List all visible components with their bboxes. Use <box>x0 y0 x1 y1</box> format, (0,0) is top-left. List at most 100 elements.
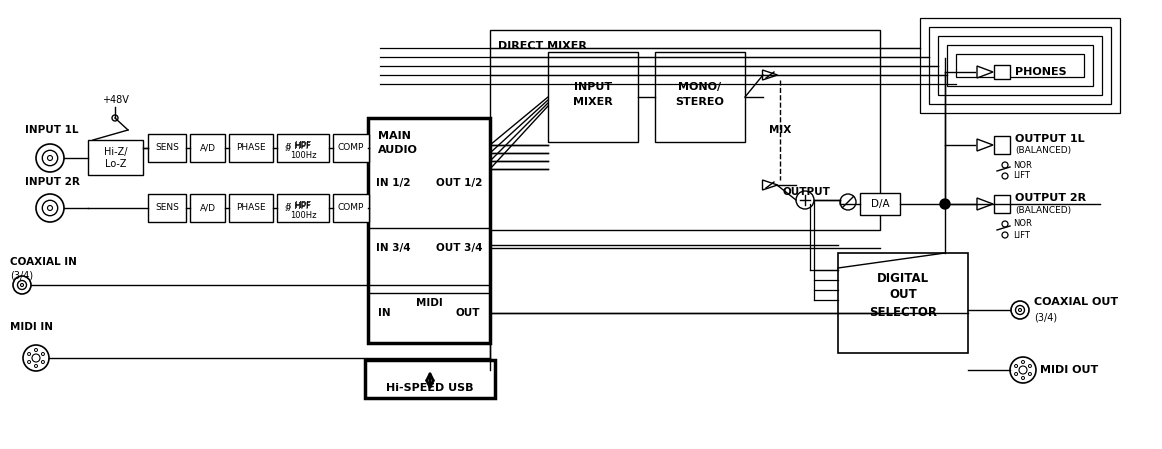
Text: SENS: SENS <box>155 144 179 153</box>
Circle shape <box>1002 232 1007 238</box>
Text: INPUT 1L: INPUT 1L <box>26 125 79 135</box>
Text: MIX: MIX <box>769 125 791 135</box>
Text: +48V: +48V <box>101 95 129 105</box>
Text: 100Hz: 100Hz <box>289 211 316 220</box>
Text: COMP: COMP <box>338 144 364 153</box>
Circle shape <box>1002 162 1007 168</box>
Text: DIGITAL: DIGITAL <box>877 272 930 285</box>
Text: A/D: A/D <box>200 144 215 153</box>
Text: OUT: OUT <box>456 308 480 318</box>
Bar <box>333 134 370 162</box>
Bar <box>994 65 1010 79</box>
Bar <box>333 194 370 222</box>
Text: 100Hz: 100Hz <box>289 151 316 160</box>
Circle shape <box>48 206 52 211</box>
Circle shape <box>28 352 30 356</box>
Bar <box>947 45 1093 86</box>
Circle shape <box>1019 366 1027 374</box>
Circle shape <box>42 200 58 216</box>
Circle shape <box>840 194 856 210</box>
Circle shape <box>796 191 815 209</box>
Text: SENS: SENS <box>155 203 179 212</box>
Text: Hi-SPEED USB: Hi-SPEED USB <box>386 383 474 393</box>
Circle shape <box>1011 301 1030 319</box>
Text: Lo-Z: Lo-Z <box>105 159 127 169</box>
Text: OUTPUT 1L: OUTPUT 1L <box>1014 134 1084 144</box>
Text: (BALANCED): (BALANCED) <box>1014 206 1071 215</box>
Circle shape <box>1002 173 1007 179</box>
Circle shape <box>36 194 64 222</box>
Text: NOR: NOR <box>1013 220 1032 229</box>
Circle shape <box>23 345 49 371</box>
Text: (3/4): (3/4) <box>1034 312 1057 322</box>
Text: (BALANCED): (BALANCED) <box>1014 146 1071 155</box>
Circle shape <box>1002 221 1007 227</box>
Bar <box>277 194 329 222</box>
Circle shape <box>1016 305 1025 314</box>
Text: MIDI OUT: MIDI OUT <box>1040 365 1098 375</box>
Circle shape <box>1010 357 1037 383</box>
Text: NOR: NOR <box>1013 160 1032 170</box>
Circle shape <box>1021 361 1025 364</box>
Text: COAXIAL IN: COAXIAL IN <box>10 257 77 267</box>
Text: COMP: COMP <box>338 203 364 212</box>
Circle shape <box>35 365 37 367</box>
Text: PHASE: PHASE <box>236 203 266 212</box>
Circle shape <box>42 361 44 364</box>
Bar <box>956 54 1084 77</box>
Text: DIRECT MIXER: DIRECT MIXER <box>498 41 587 51</box>
Bar <box>548 52 638 142</box>
Text: LIFT: LIFT <box>1013 172 1030 180</box>
Circle shape <box>1028 373 1032 375</box>
Bar <box>365 360 495 398</box>
Text: INPUT: INPUT <box>574 82 612 92</box>
Text: Hi-Z/: Hi-Z/ <box>103 147 128 157</box>
Text: OUTPUT 2R: OUTPUT 2R <box>1014 193 1086 203</box>
Circle shape <box>1028 365 1032 367</box>
Circle shape <box>1019 308 1021 312</box>
Bar <box>368 118 490 343</box>
Circle shape <box>1014 373 1018 375</box>
Bar <box>191 194 225 222</box>
Text: STEREO: STEREO <box>675 97 724 107</box>
Text: MAIN: MAIN <box>378 131 411 141</box>
Text: MIXER: MIXER <box>573 97 612 107</box>
Bar <box>655 52 745 142</box>
Text: OUT: OUT <box>889 289 917 301</box>
Text: OUT 3/4: OUT 3/4 <box>436 243 482 253</box>
Circle shape <box>42 352 44 356</box>
Circle shape <box>33 354 40 362</box>
Bar <box>229 134 273 162</box>
Text: HPF: HPF <box>294 202 311 211</box>
Bar <box>838 253 968 353</box>
Bar <box>928 27 1111 104</box>
Text: AUDIO: AUDIO <box>378 145 418 155</box>
Text: IN 3/4: IN 3/4 <box>376 243 410 253</box>
Text: OUT 1/2: OUT 1/2 <box>436 178 482 188</box>
Text: SELECTOR: SELECTOR <box>869 307 937 320</box>
Text: A/D: A/D <box>200 203 215 212</box>
Text: HPF: HPF <box>294 141 311 150</box>
Bar <box>920 18 1120 113</box>
Bar <box>277 134 329 162</box>
Bar <box>148 134 186 162</box>
Text: OUTPUT: OUTPUT <box>782 187 830 197</box>
Bar <box>994 136 1010 154</box>
Circle shape <box>28 361 30 364</box>
Text: IN: IN <box>378 308 390 318</box>
Text: INPUT 2R: INPUT 2R <box>26 177 80 187</box>
Text: ∯ HPF: ∯ HPF <box>285 141 310 150</box>
Circle shape <box>112 115 119 121</box>
Bar <box>860 193 901 215</box>
Circle shape <box>13 276 31 294</box>
Circle shape <box>42 150 58 166</box>
Text: MIDI IN: MIDI IN <box>10 322 53 332</box>
Circle shape <box>1014 365 1018 367</box>
Text: (3/4): (3/4) <box>10 270 34 280</box>
Text: IN 1/2: IN 1/2 <box>376 178 410 188</box>
Bar <box>938 36 1102 95</box>
Circle shape <box>36 144 64 172</box>
Text: D/A: D/A <box>870 199 889 209</box>
Text: LIFT: LIFT <box>1013 230 1030 239</box>
Bar <box>88 140 143 175</box>
